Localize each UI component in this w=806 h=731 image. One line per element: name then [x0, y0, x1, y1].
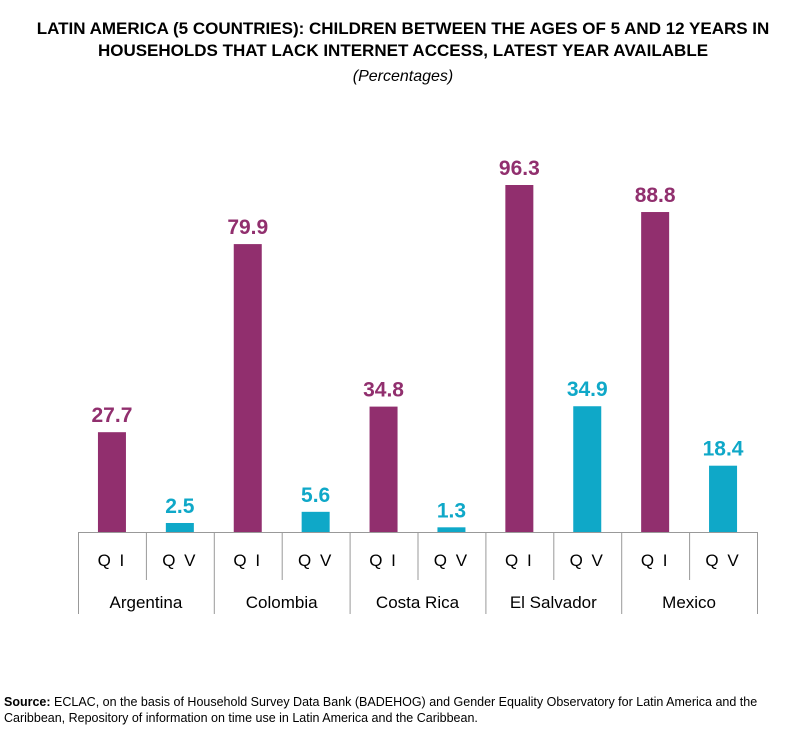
- data-label-costa-rica-qv: 1.3: [437, 499, 466, 522]
- bar-colombia-qi: [233, 244, 262, 533]
- bar-argentina-qi: [97, 432, 126, 532]
- bar-chart: 27.7 Q I 2.5 Q V Argentina 79.9 Q I 5.6 Q V Colom…: [78, 157, 758, 614]
- bar-argentina-qv: [165, 522, 194, 532]
- category-label-mexico: Mexico: [662, 593, 716, 612]
- tick-label-costa-rica-qi: Q I: [369, 551, 398, 570]
- tick-label-mexico-qv: Q V: [705, 551, 740, 570]
- tick-label-costa-rica-qv: Q V: [434, 551, 469, 570]
- bar-costa-rica-qi: [369, 406, 398, 532]
- bar-costa-rica-qv: [437, 527, 466, 532]
- data-label-costa-rica-qi: 34.8: [363, 379, 404, 402]
- category-label-costa-rica: Costa Rica: [376, 593, 460, 612]
- bar-mexico-qi: [641, 212, 670, 533]
- source-note: Source: ECLAC, on the basis of Household…: [4, 694, 804, 726]
- data-label-argentina-qv: 2.5: [165, 495, 195, 518]
- tick-label-el-salvador-qi: Q I: [505, 551, 534, 570]
- bar-colombia-qv: [301, 511, 330, 532]
- category-label-colombia: Colombia: [246, 593, 318, 612]
- tick-label-mexico-qi: Q I: [641, 551, 670, 570]
- tick-label-el-salvador-qv: Q V: [570, 551, 605, 570]
- data-label-mexico-qv: 18.4: [703, 438, 744, 461]
- data-label-el-salvador-qi: 96.3: [499, 157, 540, 180]
- category-label-el-salvador: El Salvador: [510, 593, 597, 612]
- tick-label-argentina-qi: Q I: [98, 551, 127, 570]
- source-text: ECLAC, on the basis of Household Survey …: [4, 695, 758, 725]
- chart-title-line-1: LATIN AMERICA (5 COUNTRIES): CHILDREN BE…: [36, 19, 770, 38]
- data-label-argentina-qi: 27.7: [92, 404, 133, 427]
- source-label: Source:: [4, 695, 51, 709]
- data-label-colombia-qi: 79.9: [227, 216, 268, 239]
- data-label-mexico-qi: 88.8: [635, 184, 676, 207]
- category-label-argentina: Argentina: [110, 593, 183, 612]
- chart-title-line-2: HOUSEHOLDS THAT LACK INTERNET ACCESS, LA…: [97, 41, 709, 60]
- bar-el-salvador-qv: [573, 406, 602, 532]
- bar-mexico-qv: [709, 465, 738, 532]
- chart-title: LATIN AMERICA (5 COUNTRIES): CHILDREN BE…: [0, 18, 806, 62]
- tick-label-colombia-qi: Q I: [233, 551, 262, 570]
- data-label-colombia-qv: 5.6: [301, 484, 330, 507]
- tick-label-argentina-qv: Q V: [162, 551, 197, 570]
- data-label-el-salvador-qv: 34.9: [567, 378, 608, 401]
- chart-subtitle: (Percentages): [352, 68, 454, 85]
- tick-label-colombia-qv: Q V: [298, 551, 333, 570]
- bar-el-salvador-qi: [505, 185, 534, 532]
